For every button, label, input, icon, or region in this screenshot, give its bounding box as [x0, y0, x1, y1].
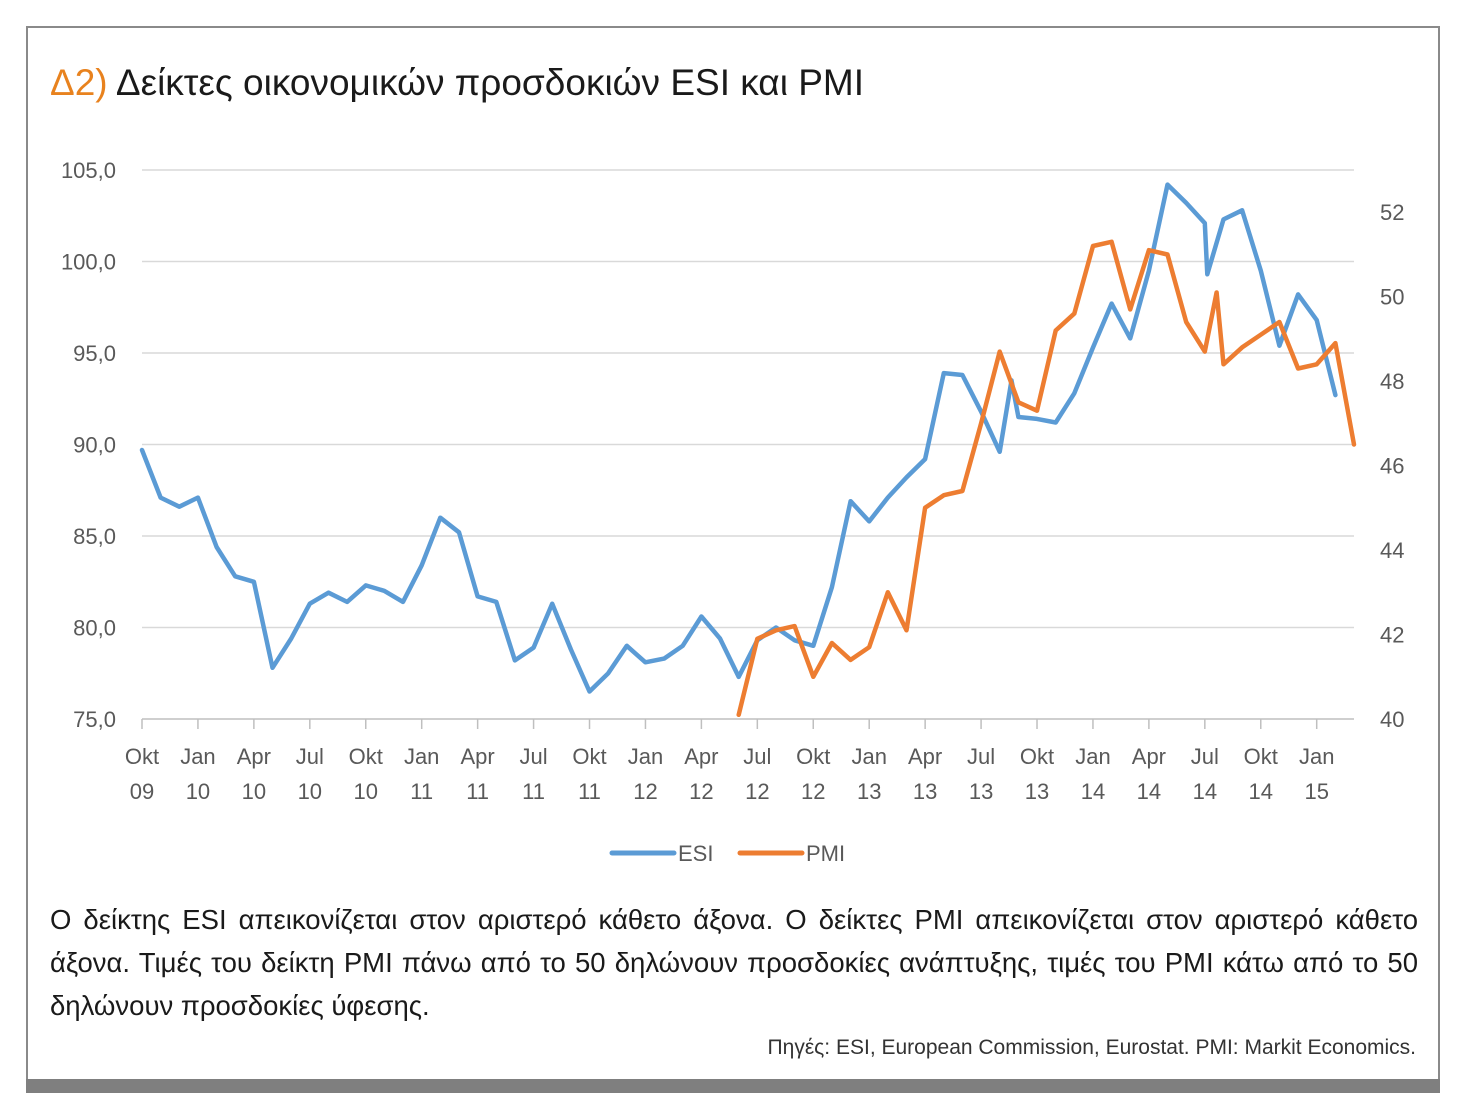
x-tick-label: Jan — [851, 744, 886, 769]
x-tick-label: Jul — [967, 744, 995, 769]
x-tick-label: 09 — [130, 779, 154, 804]
title-prefix: Δ2) — [50, 62, 108, 103]
x-tick-label: 12 — [689, 779, 713, 804]
y-right-tick-label: 48 — [1380, 369, 1404, 394]
x-tick-label: Okt — [796, 744, 830, 769]
x-tick-label: 10 — [186, 779, 210, 804]
x-tick-label: 12 — [633, 779, 657, 804]
x-tick-label: Okt — [572, 744, 606, 769]
x-tick-label: Jan — [404, 744, 439, 769]
y-left-tick-label: 85,0 — [73, 524, 116, 549]
x-tick-label: 14 — [1137, 779, 1161, 804]
source-note: Πηγές: ESI, European Commission, Eurosta… — [767, 1036, 1416, 1059]
y-right-tick-label: 42 — [1380, 623, 1404, 648]
x-tick-label: Apr — [1132, 744, 1166, 769]
x-tick-label: 13 — [1025, 779, 1049, 804]
y-left-tick-label: 75,0 — [73, 707, 116, 732]
x-tick-label: 14 — [1081, 779, 1105, 804]
x-tick-label: Jan — [180, 744, 215, 769]
y-left-tick-label: 80,0 — [73, 616, 116, 641]
y-left-tick-label: 100,0 — [61, 250, 116, 275]
x-tick-label: 11 — [522, 779, 545, 804]
y-right-tick-label: 44 — [1380, 538, 1404, 563]
x-tick-label: 11 — [410, 779, 433, 804]
title-text: Δείκτες οικονομικών προσδοκιών ESI και P… — [115, 62, 864, 103]
legend-label-pmi: PMI — [806, 841, 845, 866]
x-tick-label: Okt — [349, 744, 383, 769]
x-tick-label: Jul — [520, 744, 548, 769]
x-tick-label: Okt — [1244, 744, 1278, 769]
y-right-tick-label: 46 — [1380, 454, 1404, 479]
x-tick-label: 10 — [242, 779, 266, 804]
x-tick-label: Okt — [1020, 744, 1054, 769]
x-tick-label: 11 — [578, 779, 601, 804]
figure-frame — [26, 26, 1440, 1082]
x-tick-label: 10 — [298, 779, 322, 804]
x-tick-label: 13 — [913, 779, 937, 804]
y-left-tick-label: 105,0 — [61, 158, 116, 183]
y-right-tick-label: 40 — [1380, 707, 1404, 732]
x-tick-label: 14 — [1249, 779, 1273, 804]
x-tick-label: 12 — [801, 779, 825, 804]
y-left-tick-label: 95,0 — [73, 341, 116, 366]
x-tick-label: 10 — [354, 779, 378, 804]
x-tick-label: Jan — [1299, 744, 1334, 769]
series-line-pmi — [736, 239, 1357, 718]
x-tick-label: Jul — [1191, 744, 1219, 769]
bottom-border-bar — [26, 1079, 1440, 1093]
x-tick-label: Jul — [296, 744, 324, 769]
figure-caption: Ο δείκτης ESI απεικονίζεται στον αριστερ… — [50, 904, 1418, 1021]
x-tick-label: Apr — [237, 744, 271, 769]
x-tick-label: 12 — [745, 779, 769, 804]
x-tick-label: Okt — [125, 744, 159, 769]
legend-label-esi: ESI — [678, 841, 713, 866]
x-tick-label: Jan — [1075, 744, 1110, 769]
y-right-tick-label: 50 — [1380, 285, 1404, 310]
series-line-esi — [139, 182, 1338, 694]
x-tick-label: 11 — [466, 779, 489, 804]
x-tick-label: Jul — [743, 744, 771, 769]
x-tick-label: 13 — [969, 779, 993, 804]
chart-title: Δ2) Δείκτες οικονομικών προσδοκιών ESI κ… — [50, 62, 864, 104]
x-tick-label: 14 — [1193, 779, 1217, 804]
x-tick-label: Apr — [684, 744, 718, 769]
x-tick-label: Apr — [908, 744, 942, 769]
x-tick-label: 15 — [1304, 779, 1328, 804]
y-right-tick-label: 52 — [1380, 200, 1404, 225]
x-tick-label: 13 — [857, 779, 881, 804]
x-tick-label: Apr — [461, 744, 495, 769]
x-tick-label: Jan — [628, 744, 663, 769]
y-left-tick-label: 90,0 — [73, 433, 116, 458]
